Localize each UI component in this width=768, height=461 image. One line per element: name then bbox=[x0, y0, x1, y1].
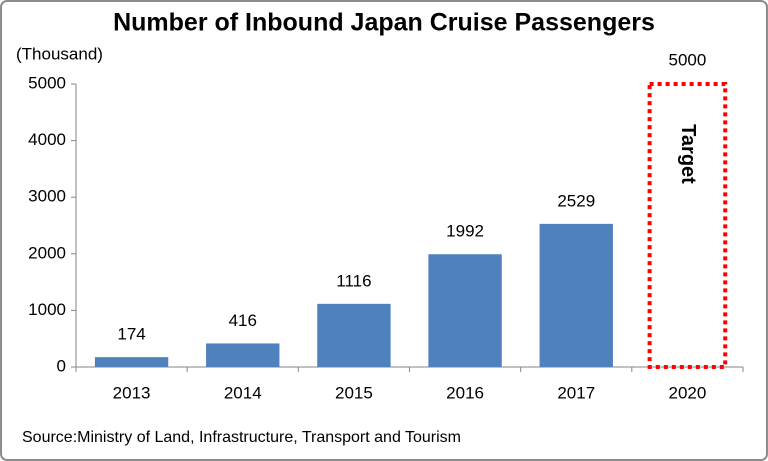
x-tick-label: 2015 bbox=[335, 383, 373, 402]
source-note: Source:Ministry of Land, Infrastructure,… bbox=[22, 429, 461, 446]
y-tick-label: 5000 bbox=[28, 73, 66, 92]
x-tick-label: 2017 bbox=[557, 383, 595, 402]
bar bbox=[317, 303, 391, 367]
y-tick-label: 4000 bbox=[28, 130, 66, 149]
chart-title: Number of Inbound Japan Cruise Passenger… bbox=[113, 9, 655, 37]
target-box bbox=[647, 82, 728, 369]
x-tick-label: 2013 bbox=[113, 383, 151, 402]
bar bbox=[206, 343, 280, 367]
data-label: 1116 bbox=[336, 271, 371, 290]
unit-label: (Thousand) bbox=[16, 44, 103, 63]
target-value-label: 5000 bbox=[669, 50, 707, 69]
data-label: 2529 bbox=[557, 191, 595, 210]
y-tick-label: 1000 bbox=[28, 300, 66, 319]
bar bbox=[539, 223, 613, 367]
y-tick-label: 2000 bbox=[28, 243, 66, 262]
y-tick-label: 0 bbox=[57, 356, 66, 375]
target-label: Target bbox=[677, 124, 699, 184]
x-tick-label: 2014 bbox=[224, 383, 262, 402]
x-tick-label: 2020 bbox=[669, 383, 707, 402]
x-tick-label: 2016 bbox=[446, 383, 484, 402]
bar bbox=[94, 357, 169, 367]
y-tick-label: 3000 bbox=[28, 187, 66, 206]
data-label: 174 bbox=[117, 325, 145, 344]
data-label: 1992 bbox=[446, 222, 484, 241]
data-label: 416 bbox=[229, 311, 257, 330]
bar bbox=[428, 254, 502, 367]
